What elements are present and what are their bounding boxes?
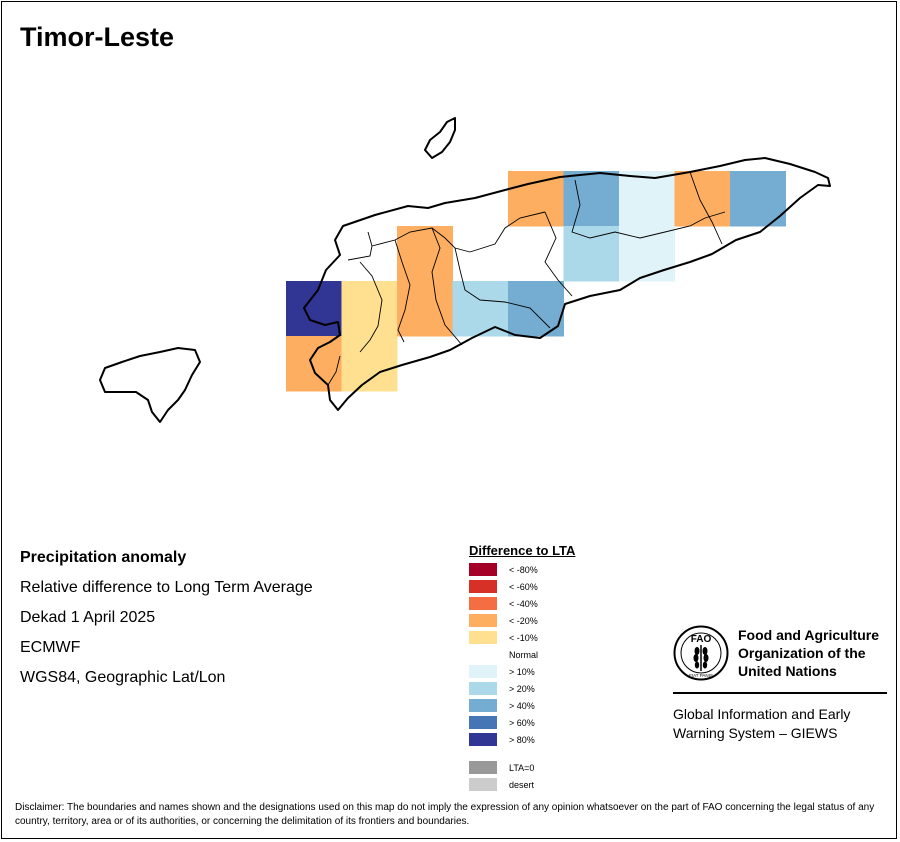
- legend-item: > 80%: [469, 733, 535, 746]
- anomaly-cell: [341, 336, 398, 392]
- fao-logo: FAO FIAT PANIS: [673, 625, 729, 681]
- legend-label: < -40%: [509, 598, 538, 609]
- map-description: Relative difference to Long Term Average: [20, 579, 313, 596]
- fao-organization-name: Food and Agriculture Organization of the…: [738, 626, 898, 680]
- legend-item: desert: [469, 778, 534, 791]
- admin-boundary: [639, 211, 726, 239]
- legend-label: LTA=0: [509, 762, 535, 773]
- atauro-outline: [424, 117, 456, 159]
- legend-swatch: [469, 716, 497, 729]
- legend-item: > 20%: [469, 682, 535, 695]
- legend-label: < -20%: [509, 615, 538, 626]
- admin-boundary: [544, 211, 573, 297]
- legend-item: Normal: [469, 648, 538, 661]
- admin-boundary: [394, 239, 411, 343]
- legend-label: Normal: [509, 649, 539, 660]
- anomaly-cell: [563, 226, 620, 282]
- anomaly-cell: [286, 336, 342, 392]
- legend-label: > 10%: [509, 666, 535, 677]
- legend-item: < -80%: [469, 563, 538, 576]
- legend-label: > 60%: [509, 717, 535, 728]
- anomaly-cell: [730, 171, 786, 227]
- legend-item: < -20%: [469, 614, 538, 627]
- legend-swatch: [469, 778, 497, 791]
- legend-swatch: [469, 761, 497, 774]
- legend-swatch: [469, 631, 497, 644]
- admin-boundaries: [327, 171, 726, 386]
- map-source: ECMWF: [20, 639, 81, 656]
- legend-item: LTA=0: [469, 761, 534, 774]
- legend-label: < -80%: [509, 564, 538, 575]
- map-projection: WGS84, Geographic Lat/Lon: [20, 669, 226, 686]
- legend-swatch: [469, 614, 497, 627]
- anomaly-cell: [397, 281, 453, 337]
- admin-boundary: [327, 355, 341, 386]
- legend-swatch: [469, 682, 497, 695]
- legend-item: < -10%: [469, 631, 538, 644]
- admin-boundary: [347, 231, 373, 261]
- anomaly-cell: [674, 171, 731, 227]
- legend-swatch: [469, 563, 497, 576]
- divider: [673, 692, 887, 694]
- legend-swatch: [469, 699, 497, 712]
- timor-main-outline: [303, 157, 831, 411]
- legend-item: > 60%: [469, 716, 535, 729]
- coastline: [99, 117, 831, 423]
- legend-item: > 40%: [469, 699, 535, 712]
- legend-label: > 20%: [509, 683, 535, 694]
- map-subject: Precipitation anomaly: [20, 549, 187, 566]
- legend-swatch: [469, 597, 497, 610]
- anomaly-cell: [563, 171, 620, 227]
- fao-motto-text: FIAT PANIS: [689, 673, 713, 678]
- legend-swatch: [469, 733, 497, 746]
- legend-swatch: [469, 665, 497, 678]
- legend-item: > 10%: [469, 665, 535, 678]
- anomaly-cell: [341, 281, 398, 337]
- legend-label: desert: [509, 779, 535, 790]
- anomaly-cell: [397, 226, 453, 282]
- fao-name-line: Organization of the: [738, 645, 866, 661]
- admin-boundary: [469, 211, 546, 253]
- legend-label: > 80%: [509, 734, 535, 745]
- admin-boundary: [431, 227, 463, 346]
- legend-label: > 40%: [509, 700, 535, 711]
- anomaly-cell: [452, 281, 509, 337]
- anomaly-cell: [508, 171, 564, 227]
- legend-item: < -40%: [469, 597, 538, 610]
- anomaly-cell: [619, 171, 675, 227]
- legend-item: < -60%: [469, 580, 538, 593]
- legend-swatch: [469, 580, 497, 593]
- map-title: Timor-Leste: [20, 22, 175, 52]
- admin-boundary: [689, 171, 723, 245]
- fao-logo-text: FAO: [691, 634, 712, 645]
- giews-line: Global Information and Early: [673, 706, 851, 722]
- legend-label: < -60%: [509, 581, 538, 592]
- admin-boundary: [359, 261, 383, 353]
- anomaly-cell: [286, 281, 342, 337]
- admin-boundary: [571, 179, 641, 239]
- legend-label: < -10%: [509, 632, 538, 643]
- disclaimer: Disclaimer: The boundaries and names sho…: [15, 802, 875, 827]
- anomaly-cell: [619, 226, 675, 282]
- fao-name-line: Food and Agriculture: [738, 627, 880, 643]
- giews-label: Global Information and Early Warning Sys…: [673, 705, 893, 742]
- giews-line: Warning System – GIEWS: [673, 724, 838, 741]
- legend-title: Difference to LTA: [469, 543, 576, 558]
- map-period: Dekad 1 April 2025: [20, 609, 156, 626]
- admin-boundary: [454, 247, 551, 329]
- anomaly-grid: [286, 171, 786, 392]
- oecusse-outline: [99, 347, 201, 423]
- legend-swatch: [469, 648, 497, 661]
- fao-name-line: United Nations: [738, 663, 837, 679]
